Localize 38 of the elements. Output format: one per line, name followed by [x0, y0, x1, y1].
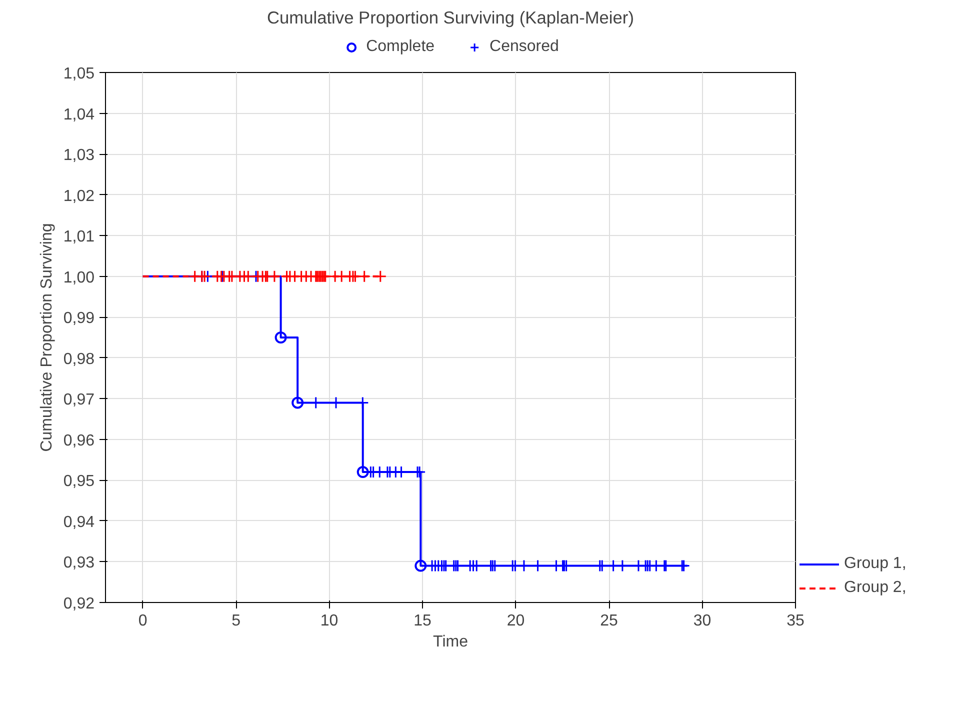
- y-tick-label: 1,00: [63, 269, 95, 286]
- y-tick-label: 0,95: [63, 473, 95, 490]
- chart-title: Cumulative Proportion Surviving (Kaplan-Meier): [267, 8, 634, 28]
- x-tick-label: 35: [786, 612, 804, 630]
- y-tick-label: 0,94: [63, 514, 95, 531]
- x-tick-label: 15: [414, 612, 432, 630]
- x-tick-label: 10: [320, 612, 338, 630]
- point: [274, 332, 287, 344]
- y-tick-label: 1,04: [63, 106, 95, 124]
- y-tick-label: 0,98: [63, 350, 95, 368]
- point: [356, 466, 369, 478]
- y-tick-label: 0,97: [63, 392, 95, 409]
- legend-label: Complete: [366, 38, 435, 56]
- x-tick-label: 25: [600, 612, 618, 630]
- y-tick-label: 0,93: [63, 554, 95, 572]
- point: [198, 270, 211, 283]
- y-tick-label: 1,01: [63, 228, 95, 246]
- x-tick-label: 0: [138, 612, 148, 630]
- legend-label: Group 1,: [844, 555, 906, 573]
- point: [268, 270, 281, 283]
- x-axis-title: Time: [433, 634, 468, 650]
- point: [242, 270, 254, 283]
- x-tick-label: 20: [506, 612, 525, 630]
- point: [292, 396, 304, 409]
- point: [374, 270, 387, 283]
- y-tick-label: 1,02: [63, 188, 95, 205]
- y-axis-title: Cumulative Proportion Surviving: [38, 223, 56, 452]
- legend-label: Group 2,: [844, 579, 906, 597]
- point: [414, 560, 427, 572]
- point: [358, 270, 371, 283]
- x-tick-label: 30: [693, 612, 712, 630]
- y-tick-label: 1,03: [63, 147, 95, 164]
- legend-label: Censored: [490, 38, 559, 56]
- x-tick-label: 5: [232, 612, 241, 630]
- y-tick-label: 1,05: [63, 66, 95, 82]
- y-tick-label: 0,96: [63, 432, 95, 450]
- y-tick-label: 0,99: [63, 310, 95, 328]
- y-tick-label: 0,92: [63, 596, 95, 612]
